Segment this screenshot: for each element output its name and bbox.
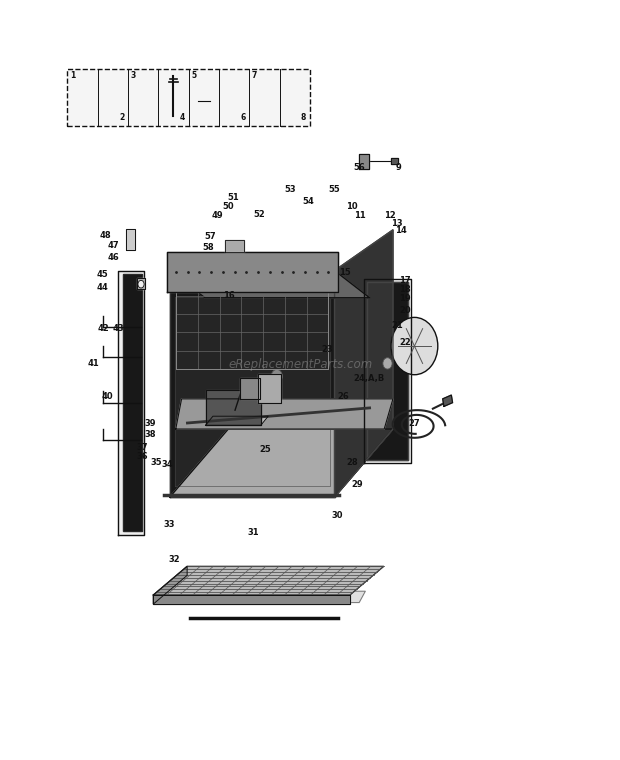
Bar: [68, 69, 310, 125]
Text: 42: 42: [98, 325, 110, 333]
Text: 28: 28: [347, 458, 358, 467]
Polygon shape: [153, 595, 350, 604]
Text: 57: 57: [205, 232, 216, 241]
Text: 38: 38: [144, 430, 156, 439]
Polygon shape: [123, 274, 142, 531]
Ellipse shape: [195, 81, 208, 108]
Polygon shape: [335, 230, 393, 497]
Ellipse shape: [262, 90, 267, 100]
Text: 10: 10: [345, 202, 357, 211]
Polygon shape: [443, 395, 453, 407]
Text: 51: 51: [227, 193, 239, 202]
Text: 54: 54: [303, 198, 314, 207]
Text: 30: 30: [332, 511, 343, 521]
Polygon shape: [225, 240, 244, 252]
Text: 14: 14: [395, 226, 407, 235]
Polygon shape: [167, 252, 338, 292]
Ellipse shape: [272, 369, 282, 383]
Text: 43: 43: [112, 325, 124, 333]
Text: 2: 2: [119, 113, 125, 122]
Text: 22: 22: [399, 337, 411, 347]
Text: 17: 17: [399, 276, 410, 285]
Ellipse shape: [135, 85, 151, 103]
Text: 23: 23: [321, 345, 333, 354]
Ellipse shape: [226, 82, 242, 107]
Text: 26: 26: [338, 392, 350, 401]
Polygon shape: [137, 278, 145, 290]
Text: 12: 12: [384, 211, 396, 220]
Text: 47: 47: [107, 241, 119, 250]
Text: 58: 58: [203, 243, 214, 252]
Text: 16: 16: [223, 291, 234, 300]
Text: 20: 20: [399, 306, 410, 315]
Text: 7: 7: [252, 71, 257, 81]
Polygon shape: [366, 282, 409, 460]
Text: 46: 46: [107, 253, 119, 262]
Text: 48: 48: [100, 230, 112, 239]
Ellipse shape: [259, 84, 270, 106]
Text: 50: 50: [223, 202, 234, 211]
Text: 49: 49: [211, 211, 223, 220]
Ellipse shape: [107, 83, 122, 108]
Text: 24,A,B: 24,A,B: [353, 374, 384, 383]
Text: 6: 6: [241, 113, 246, 122]
Text: 9: 9: [396, 163, 402, 172]
Text: 29: 29: [352, 480, 363, 489]
Text: 1: 1: [69, 71, 75, 81]
Polygon shape: [153, 566, 187, 604]
Polygon shape: [259, 374, 281, 403]
Text: 19: 19: [399, 294, 410, 303]
Text: 25: 25: [260, 445, 272, 454]
Text: 31: 31: [247, 528, 259, 537]
Polygon shape: [175, 399, 393, 429]
Text: 39: 39: [144, 420, 156, 428]
Text: eReplacementParts.com: eReplacementParts.com: [229, 359, 373, 372]
Polygon shape: [170, 271, 370, 298]
Text: 3: 3: [130, 71, 136, 81]
Polygon shape: [158, 591, 365, 603]
Text: 53: 53: [284, 185, 296, 195]
Text: 45: 45: [96, 270, 108, 279]
Polygon shape: [359, 154, 369, 169]
Polygon shape: [170, 271, 335, 497]
Ellipse shape: [76, 82, 89, 106]
Text: 21: 21: [391, 321, 403, 330]
Text: 33: 33: [164, 521, 175, 530]
Text: 4: 4: [180, 113, 185, 122]
Text: 55: 55: [329, 185, 340, 195]
Text: 37: 37: [137, 443, 148, 452]
Ellipse shape: [288, 81, 304, 107]
Polygon shape: [170, 429, 393, 497]
Ellipse shape: [383, 358, 392, 369]
Text: 41: 41: [87, 359, 99, 368]
Ellipse shape: [110, 88, 119, 102]
Text: 18: 18: [399, 285, 410, 294]
Ellipse shape: [391, 318, 438, 375]
Text: 32: 32: [169, 555, 180, 564]
Text: 56: 56: [353, 163, 365, 172]
Polygon shape: [118, 271, 144, 535]
Text: 44: 44: [96, 283, 108, 293]
Polygon shape: [391, 158, 399, 164]
Polygon shape: [153, 566, 384, 595]
Text: 15: 15: [340, 268, 352, 277]
Text: 27: 27: [409, 420, 420, 428]
Ellipse shape: [138, 280, 144, 288]
Polygon shape: [126, 229, 135, 250]
Text: 13: 13: [391, 219, 403, 227]
Text: 8: 8: [301, 113, 306, 122]
Text: 35: 35: [150, 458, 162, 467]
Polygon shape: [206, 416, 268, 426]
Text: 36: 36: [137, 452, 148, 461]
Text: 5: 5: [191, 71, 196, 81]
Polygon shape: [175, 297, 330, 486]
Text: 11: 11: [354, 211, 366, 220]
Text: 40: 40: [101, 392, 113, 401]
Polygon shape: [240, 378, 260, 399]
Polygon shape: [206, 390, 261, 426]
Text: 34: 34: [161, 460, 173, 469]
Text: 52: 52: [254, 210, 265, 219]
